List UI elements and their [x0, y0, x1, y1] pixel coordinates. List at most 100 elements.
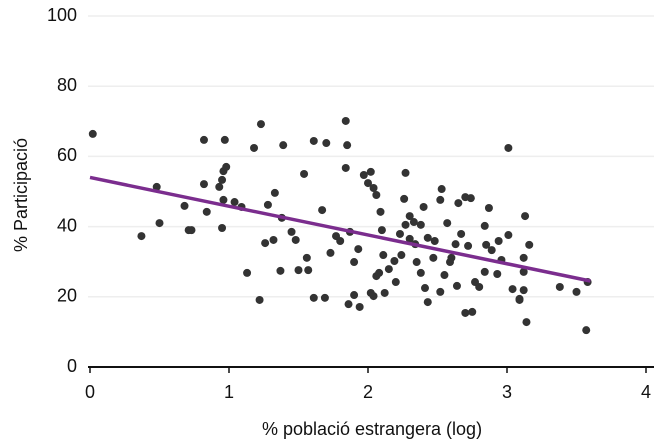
x-tick-label: 0	[85, 382, 95, 402]
x-tick-label: 1	[224, 382, 234, 402]
point	[464, 241, 473, 250]
y-tick-label: 100	[47, 5, 77, 25]
point	[230, 198, 239, 207]
point	[202, 207, 211, 216]
point	[270, 188, 279, 197]
point	[255, 295, 264, 304]
point	[152, 182, 161, 191]
point	[412, 258, 421, 267]
point	[215, 182, 224, 191]
point	[376, 207, 385, 216]
point	[423, 233, 432, 242]
point	[400, 194, 409, 203]
trend-line	[89, 175, 591, 283]
point	[294, 266, 303, 275]
point	[291, 235, 300, 244]
point	[322, 139, 331, 148]
point	[256, 120, 265, 129]
point	[369, 292, 378, 301]
point	[395, 229, 404, 238]
point	[372, 191, 381, 200]
point	[582, 326, 591, 335]
point	[405, 234, 414, 243]
point	[397, 251, 406, 260]
point	[416, 268, 425, 277]
point	[454, 199, 463, 208]
point	[287, 227, 296, 236]
y-tick-label: 60	[57, 145, 77, 165]
point	[443, 219, 452, 228]
point	[480, 221, 489, 230]
point	[350, 258, 359, 267]
point	[484, 203, 493, 212]
point	[279, 141, 288, 150]
point	[369, 183, 378, 192]
point	[487, 246, 496, 255]
point	[341, 163, 350, 172]
point	[354, 245, 363, 254]
point	[364, 179, 372, 188]
point	[480, 267, 489, 276]
point	[466, 194, 475, 203]
point	[451, 240, 460, 249]
y-tick-label: 80	[57, 75, 77, 95]
point	[508, 285, 517, 294]
point	[519, 253, 528, 262]
x-axis-label: % població estrangera (log)	[262, 419, 482, 439]
point	[218, 175, 227, 184]
point	[320, 293, 329, 302]
point	[309, 293, 318, 302]
point	[377, 226, 386, 235]
point	[419, 202, 428, 211]
point	[555, 282, 564, 291]
point	[300, 169, 309, 178]
point	[409, 218, 418, 227]
point	[304, 266, 313, 275]
point	[440, 271, 449, 280]
point	[359, 171, 368, 180]
point	[219, 195, 228, 204]
point	[430, 236, 439, 245]
y-axis-label: % Participació	[11, 138, 31, 252]
point	[405, 212, 414, 221]
point	[420, 284, 429, 293]
point	[429, 253, 438, 262]
point	[423, 298, 432, 307]
point	[475, 282, 484, 291]
point	[437, 185, 446, 194]
point	[416, 220, 425, 229]
point	[187, 226, 196, 235]
point	[309, 136, 318, 145]
point	[261, 239, 270, 248]
point	[380, 288, 389, 297]
point	[468, 307, 477, 316]
point	[401, 168, 410, 177]
point	[318, 206, 327, 215]
point	[276, 266, 285, 275]
y-tick-label: 0	[67, 356, 77, 376]
point	[493, 269, 502, 278]
point	[343, 141, 352, 150]
point	[482, 240, 491, 249]
x-tick-label: 2	[363, 382, 373, 402]
point	[220, 135, 229, 144]
point	[457, 229, 466, 238]
point	[180, 201, 189, 210]
point	[504, 143, 513, 152]
point	[390, 256, 399, 265]
x-tick-label: 3	[502, 382, 512, 402]
point	[519, 286, 528, 295]
point	[243, 268, 252, 277]
point	[461, 308, 470, 317]
point	[344, 300, 353, 309]
point	[366, 167, 375, 176]
point	[401, 220, 410, 229]
point	[494, 236, 503, 245]
point	[222, 162, 231, 171]
y-tick-label: 40	[57, 215, 77, 235]
point	[199, 135, 208, 144]
point	[504, 231, 513, 240]
point	[302, 253, 311, 262]
y-tick-label: 20	[57, 286, 77, 306]
